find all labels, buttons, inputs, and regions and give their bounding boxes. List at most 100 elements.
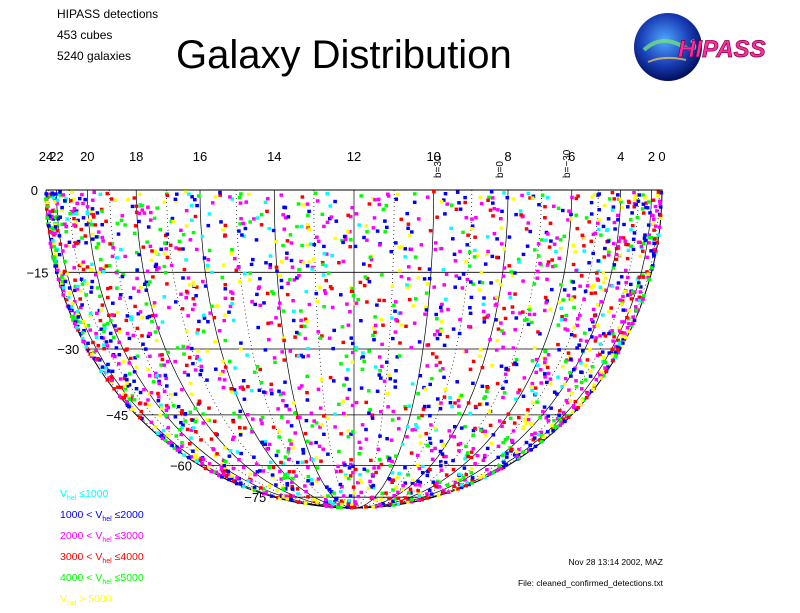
data-point [459,483,464,487]
data-point [238,409,243,413]
data-point [173,359,177,364]
data-point [160,357,165,362]
data-point [105,344,110,348]
data-point [284,404,289,408]
logo-text: HIPASS [678,36,766,63]
data-point [84,345,88,349]
data-point [166,405,170,410]
data-point [499,226,504,230]
data-point [275,488,279,493]
data-point [102,329,106,333]
data-point [626,205,630,209]
data-point [580,233,585,237]
data-point [354,348,358,352]
footer-file: File: cleaned_confirmed_detections.txt [517,578,663,588]
data-point [621,308,626,312]
data-point [306,495,310,499]
data-point [132,398,137,402]
data-point [400,442,405,447]
data-point [545,299,549,303]
data-point [389,438,394,442]
data-point [566,415,571,419]
data-point [95,211,100,215]
data-point [73,288,77,293]
data-point [137,401,142,406]
globe-icon [634,13,702,81]
data-point [284,256,289,260]
data-point [635,215,640,220]
data-point [632,190,636,195]
data-point [242,397,247,401]
data-point [239,347,243,351]
galactic-latitude-label: b=0 [495,161,506,178]
data-point [590,365,595,369]
data-point [332,328,336,333]
data-point [104,340,109,344]
data-point [396,475,400,480]
data-point [239,451,243,456]
data-point [340,502,344,507]
data-point [44,192,48,196]
data-point [194,294,198,298]
data-point [180,440,184,445]
data-point [642,236,647,240]
data-point [140,416,144,421]
data-point [97,270,102,275]
data-point [265,447,269,451]
data-point [315,500,319,504]
data-point [399,499,404,504]
data-point [127,383,132,387]
data-point [66,304,71,309]
data-point [137,252,141,257]
data-point [384,491,388,495]
data-point [342,234,347,239]
data-point [357,223,361,227]
data-point [340,238,344,243]
data-point [373,498,378,502]
data-point [466,401,471,405]
data-point [559,283,563,287]
footer-date: Nov 28 13:14 2002, MAZ [568,557,663,567]
data-point [154,371,158,376]
data-point [552,426,557,431]
data-point [81,260,86,264]
data-point [329,490,334,494]
data-point [341,494,346,498]
data-point [125,384,130,388]
data-point [543,362,547,366]
data-point [521,394,526,398]
data-point [48,216,53,220]
data-point [535,276,539,280]
data-point [332,500,337,504]
data-point [154,338,159,343]
data-point [84,241,88,245]
data-point [627,200,631,205]
data-point [496,455,500,460]
data-point [384,203,389,208]
data-point [612,241,616,246]
data-point [577,343,581,347]
data-point [282,205,286,209]
data-point [267,484,271,488]
data-point [612,197,617,201]
data-point [636,240,641,244]
data-point [45,216,49,220]
data-point [195,203,199,208]
data-point [345,505,350,509]
data-point [501,274,506,278]
data-point [234,391,238,395]
data-point [533,248,537,252]
data-point [659,191,664,195]
data-point [595,271,599,275]
data-point [330,253,334,258]
data-point [397,427,401,431]
data-point [578,402,583,407]
data-point [58,284,63,288]
data-point [449,226,453,230]
data-point [106,362,110,367]
data-point [487,195,491,199]
data-point [291,318,296,323]
data-point [330,286,334,291]
data-point [261,487,266,491]
